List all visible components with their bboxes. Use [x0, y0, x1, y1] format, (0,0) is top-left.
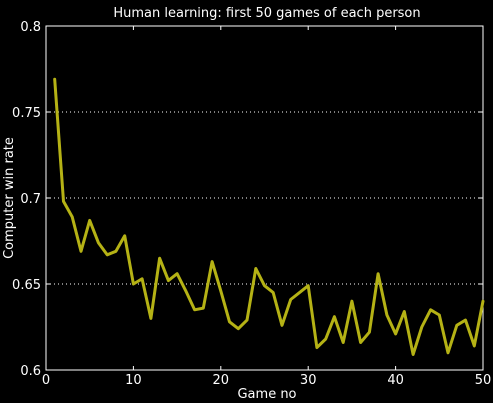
series-line — [53, 77, 485, 356]
series-layer — [53, 77, 485, 356]
x-tick-label: 10 — [125, 373, 142, 388]
y-tick-label: 0.65 — [12, 278, 41, 293]
y-tick-label: 0.6 — [20, 364, 41, 379]
x-tick-label: 30 — [300, 373, 317, 388]
chart-title: Human learning: first 50 games of each p… — [113, 6, 420, 21]
tick-labels: 0.6 0.65 0.7 0.75 0.8 0 10 20 30 40 50 — [12, 20, 491, 388]
x-axis-label: Game no — [237, 387, 296, 402]
x-tick-label: 40 — [387, 373, 404, 388]
y-tick-label: 0.7 — [20, 192, 41, 207]
plot-frame — [45, 25, 484, 371]
x-tick-label: 0 — [42, 373, 50, 388]
y-axis-label: Computer win rate — [2, 137, 17, 259]
axes — [45, 25, 484, 371]
x-tick-label: 20 — [213, 373, 230, 388]
x-tick-label: 50 — [475, 373, 492, 388]
y-tick-label: 0.75 — [12, 106, 41, 121]
gridlines — [46, 111, 483, 285]
y-tick-label: 0.8 — [20, 20, 41, 35]
